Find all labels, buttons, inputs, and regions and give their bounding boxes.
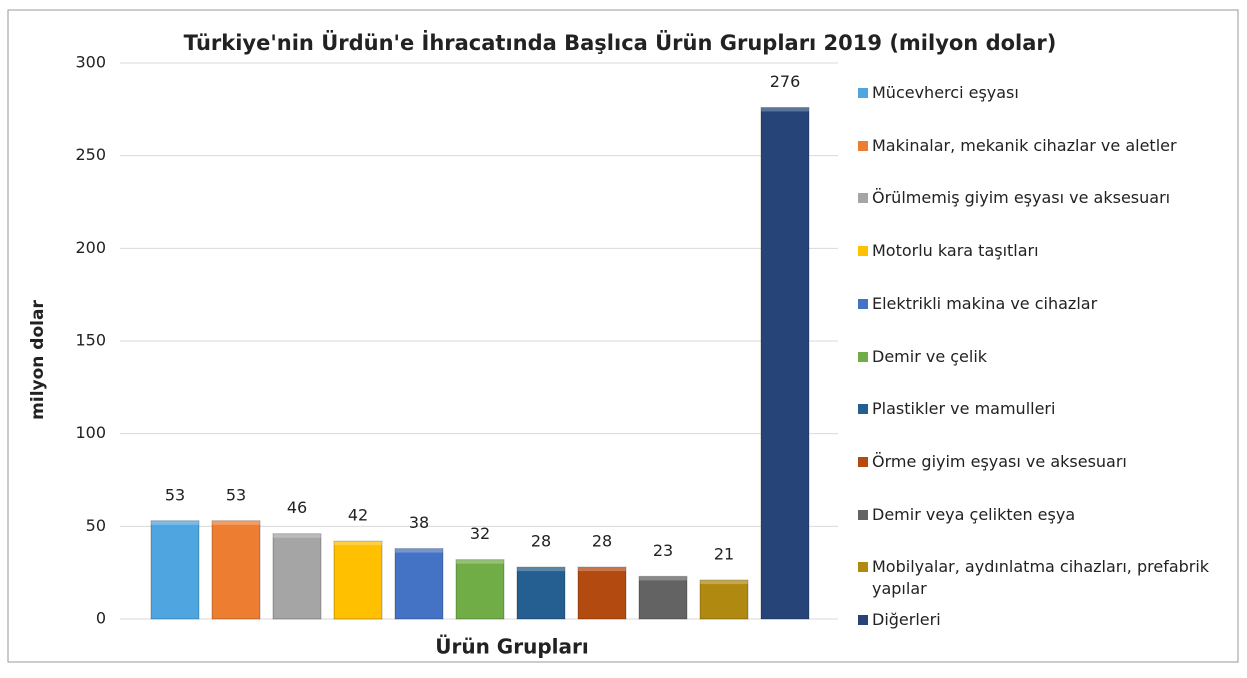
legend-swatch bbox=[858, 615, 868, 625]
bar bbox=[211, 520, 261, 620]
bar-highlight bbox=[212, 520, 260, 525]
legend-swatch bbox=[858, 246, 868, 257]
legend-label: Makinalar, mekanik cihazlar ve aletler bbox=[872, 135, 1177, 155]
bar bbox=[333, 540, 383, 620]
bar-highlight bbox=[273, 533, 321, 538]
y-axis-label: milyon dolar bbox=[28, 300, 48, 420]
bar-highlight bbox=[456, 559, 504, 564]
legend-item: Elektrikli makina ve cihazlar bbox=[858, 293, 1247, 315]
legend-item: Motorlu kara taşıtları bbox=[858, 240, 1247, 262]
y-tick-label: 200 bbox=[75, 238, 106, 257]
legend-label: Örme giyim eşyası ve aksesuarı bbox=[872, 451, 1127, 471]
legend-swatch bbox=[858, 456, 868, 467]
bar-highlight bbox=[151, 520, 199, 525]
bar bbox=[760, 106, 810, 620]
legend-label: Motorlu kara taşıtları bbox=[872, 241, 1039, 261]
y-tick-label: 300 bbox=[75, 53, 106, 72]
data-label: 23 bbox=[653, 541, 673, 560]
legend-label: Diğerleri bbox=[872, 610, 941, 629]
legend-label: Mobilyalar, aydınlatma cihazları, prefab… bbox=[872, 557, 1210, 599]
y-tick-label: 150 bbox=[75, 331, 106, 350]
data-label: 46 bbox=[287, 498, 307, 517]
data-label: 53 bbox=[165, 485, 185, 504]
bar-highlight bbox=[639, 576, 687, 581]
legend-swatch bbox=[858, 562, 868, 573]
bar-highlight bbox=[517, 567, 565, 572]
bar-highlight bbox=[700, 580, 748, 585]
legend-item: Diğerleri bbox=[858, 609, 1247, 631]
legend-item: Makinalar, mekanik cihazlar ve aletler bbox=[858, 135, 1247, 157]
legend-item: Mobilyalar, aydınlatma cihazları, prefab… bbox=[858, 556, 1247, 600]
legend-swatch bbox=[858, 351, 868, 362]
bar-highlight bbox=[334, 541, 382, 546]
bar bbox=[638, 575, 688, 620]
legend-label: Mücevherci eşyası bbox=[872, 83, 1019, 102]
data-label: 38 bbox=[409, 513, 429, 532]
data-label: 53 bbox=[226, 485, 246, 504]
legend-swatch bbox=[858, 298, 868, 309]
bar bbox=[577, 566, 627, 620]
data-label: 28 bbox=[531, 532, 551, 551]
bar bbox=[455, 559, 505, 620]
bar bbox=[150, 520, 200, 620]
bar-highlight bbox=[761, 107, 809, 112]
legend-label: Elektrikli makina ve cihazlar bbox=[872, 293, 1098, 313]
legend-item: Demir veya çelikten eşya bbox=[858, 504, 1247, 526]
legend-label: Örülmemiş giyim eşyası ve aksesuarı bbox=[872, 188, 1171, 208]
y-tick-label: 250 bbox=[75, 145, 106, 164]
y-tick-label: 50 bbox=[86, 516, 106, 535]
legend-label: Plastikler ve mamulleri bbox=[872, 399, 1056, 419]
legend-swatch bbox=[858, 193, 868, 204]
x-axis-label: Ürün Grupları bbox=[435, 635, 588, 659]
chart-title: Türkiye'nin Ürdün'e İhracatında Başlıca … bbox=[184, 30, 1057, 55]
data-label: 21 bbox=[714, 545, 734, 564]
bar-highlight bbox=[578, 567, 626, 572]
bar-highlight bbox=[395, 548, 443, 553]
data-label: 28 bbox=[592, 532, 612, 551]
data-label: 42 bbox=[348, 506, 368, 525]
legend-item: Mücevherci eşyası bbox=[858, 82, 1247, 104]
legend-swatch bbox=[858, 404, 868, 415]
legend-label: Demir veya çelikten eşya bbox=[872, 504, 1076, 524]
legend-swatch bbox=[858, 140, 868, 151]
legend-item: Demir ve çelik bbox=[858, 346, 1247, 368]
data-label: 276 bbox=[770, 72, 801, 91]
bar bbox=[699, 579, 749, 620]
bar bbox=[516, 566, 566, 620]
legend-swatch bbox=[858, 88, 868, 98]
bar bbox=[394, 548, 444, 620]
legend-item: Örülmemiş giyim eşyası ve aksesuarı bbox=[858, 187, 1247, 209]
y-tick-label: 0 bbox=[96, 609, 106, 628]
data-label: 32 bbox=[470, 524, 490, 543]
y-tick-label: 100 bbox=[75, 423, 106, 442]
legend-item: Plastikler ve mamulleri bbox=[858, 398, 1247, 420]
bar bbox=[272, 533, 322, 620]
legend-label: Demir ve çelik bbox=[872, 346, 988, 366]
legend-item: Örme giyim eşyası ve aksesuarı bbox=[858, 451, 1247, 473]
legend-swatch bbox=[858, 509, 868, 520]
